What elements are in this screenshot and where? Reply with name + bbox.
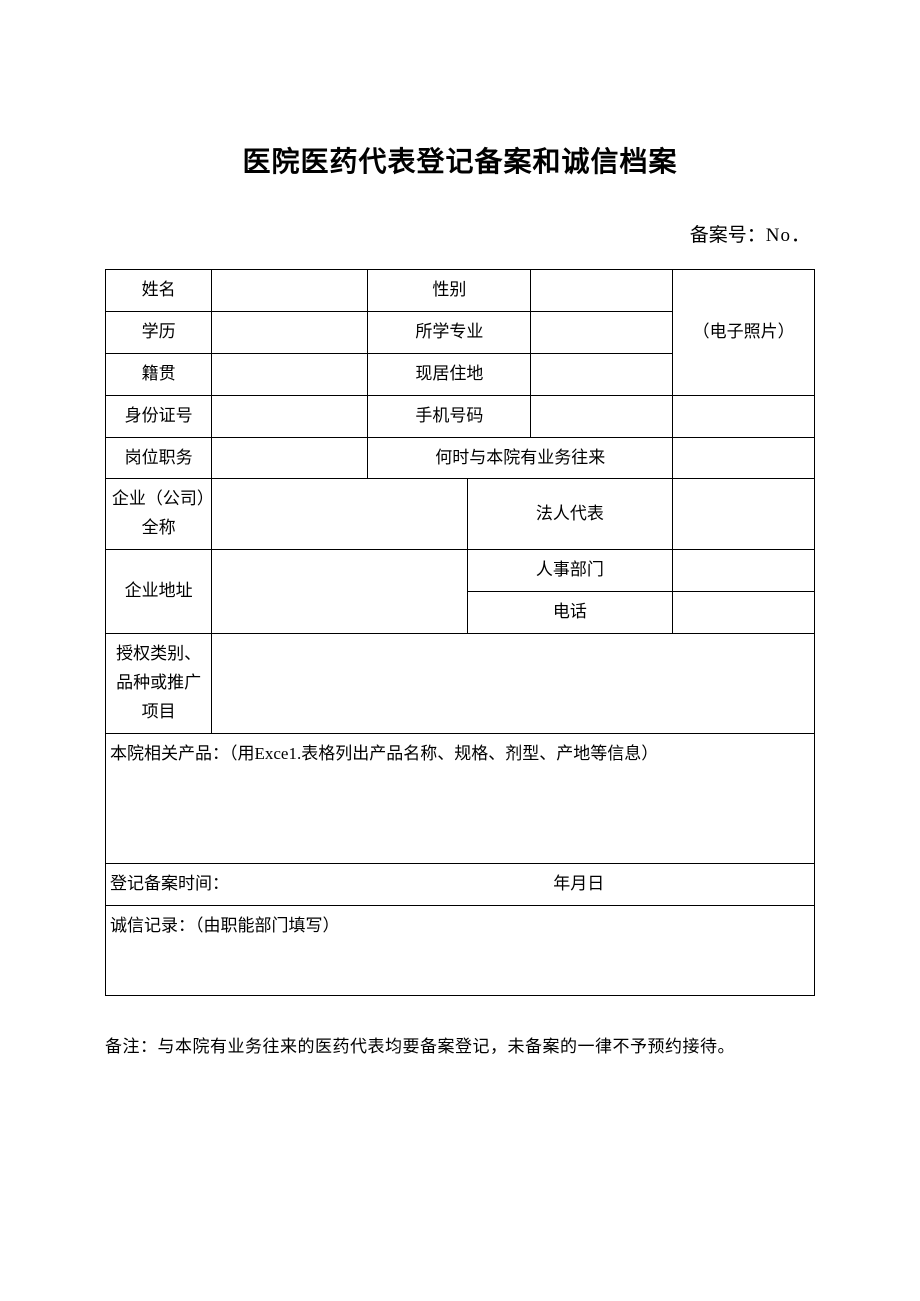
register-time-date: 年月日 [553, 870, 604, 899]
table-row: 登记备案时间： 年月日 [106, 863, 815, 905]
label-gender: 性别 [368, 270, 531, 312]
value-business-since [673, 437, 815, 479]
table-row: 本院相关产品：（用Exce1.表格列出产品名称、规格、剂型、产地等信息） [106, 733, 815, 863]
footnote: 备注：与本院有业务往来的医药代表均要备案登记，未备案的一律不予预约接待。 [105, 1032, 815, 1057]
label-hr-dept: 人事部门 [467, 550, 673, 592]
value-phone-extra [673, 395, 815, 437]
label-id-no: 身份证号 [106, 395, 212, 437]
value-position [212, 437, 368, 479]
label-name: 姓名 [106, 270, 212, 312]
label-tel: 电话 [467, 592, 673, 634]
record-number-line: 备案号：No． [105, 220, 815, 247]
register-time-cell: 登记备案时间： 年月日 [106, 863, 815, 905]
value-hr-dept [673, 550, 815, 592]
page-title: 医院医药代表登记备案和诚信档案 [105, 140, 815, 180]
label-major: 所学专业 [368, 311, 531, 353]
label-company-name: 企业（公司）全称 [106, 479, 212, 550]
table-row: 企业（公司）全称 法人代表 [106, 479, 815, 550]
label-education: 学历 [106, 311, 212, 353]
value-major [531, 311, 673, 353]
registration-table: 姓名 性别 （电子照片） 学历 所学专业 籍贯 现居住地 身份证号 手机号码 [105, 269, 815, 996]
record-number-label: 备案号： [690, 225, 766, 246]
value-native-place [212, 353, 368, 395]
value-id-no [212, 395, 368, 437]
table-row: 授权类别、品种或推广项目 [106, 634, 815, 734]
value-auth-category [212, 634, 815, 734]
table-row: 岗位职务 何时与本院有业务往来 [106, 437, 815, 479]
value-tel [673, 592, 815, 634]
label-business-since: 何时与本院有业务往来 [368, 437, 673, 479]
value-legal-rep [673, 479, 815, 550]
value-name [212, 270, 368, 312]
label-legal-rep: 法人代表 [467, 479, 673, 550]
label-phone: 手机号码 [368, 395, 531, 437]
photo-cell: （电子照片） [673, 270, 815, 396]
table-row: 诚信记录：（由职能部门填写） [106, 905, 815, 995]
value-phone [531, 395, 673, 437]
integrity-cell: 诚信记录：（由职能部门填写） [106, 905, 815, 995]
value-company-name [212, 479, 467, 550]
label-residence: 现居住地 [368, 353, 531, 395]
table-row: 姓名 性别 （电子照片） [106, 270, 815, 312]
value-residence [531, 353, 673, 395]
value-company-addr [212, 550, 467, 634]
value-gender [531, 270, 673, 312]
value-education [212, 311, 368, 353]
products-cell: 本院相关产品：（用Exce1.表格列出产品名称、规格、剂型、产地等信息） [106, 733, 815, 863]
register-time-label: 登记备案时间： [110, 874, 229, 893]
record-number-value: No． [766, 225, 811, 246]
label-position: 岗位职务 [106, 437, 212, 479]
label-native-place: 籍贯 [106, 353, 212, 395]
table-row: 身份证号 手机号码 [106, 395, 815, 437]
label-auth-category: 授权类别、品种或推广项目 [106, 634, 212, 734]
table-row: 企业地址 人事部门 [106, 550, 815, 592]
page: 医院医药代表登记备案和诚信档案 备案号：No． 姓名 性别 （电子照片） 学历 … [0, 0, 920, 1301]
label-company-addr: 企业地址 [106, 550, 212, 634]
